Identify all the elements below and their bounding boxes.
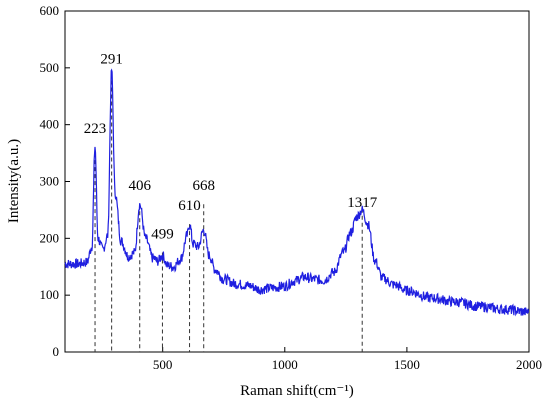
- y-tick-label: 0: [53, 344, 60, 359]
- peak-label: 610: [178, 198, 201, 214]
- y-tick-label: 600: [40, 3, 60, 18]
- peak-reference-lines: [94, 73, 363, 352]
- peak-label: 1317: [347, 195, 378, 211]
- peak-label: 223: [84, 121, 107, 137]
- peak-label: 499: [151, 226, 174, 242]
- y-tick-label: 400: [40, 117, 60, 132]
- x-tick-label: 500: [153, 357, 173, 372]
- x-tick-label: 2000: [516, 357, 542, 372]
- y-tick-label: 500: [40, 60, 60, 75]
- axis-ticks: 0 100 200 300 400 500 600 500 1000 1500 2000: [40, 3, 543, 372]
- x-axis-label: Raman shift(cm⁻¹): [240, 383, 354, 399]
- spectrum-line: [64, 68, 530, 317]
- y-tick-label: 300: [40, 174, 60, 189]
- y-axis-label: Intensity(a.u.): [6, 139, 22, 223]
- y-tick-label: 100: [40, 287, 60, 302]
- x-tick-label: 1000: [272, 357, 298, 372]
- peak-label: 406: [128, 178, 151, 194]
- peak-label: 291: [100, 51, 123, 67]
- y-tick-label: 200: [40, 230, 60, 245]
- x-tick-label: 1500: [394, 357, 420, 372]
- peak-label: 668: [192, 178, 215, 194]
